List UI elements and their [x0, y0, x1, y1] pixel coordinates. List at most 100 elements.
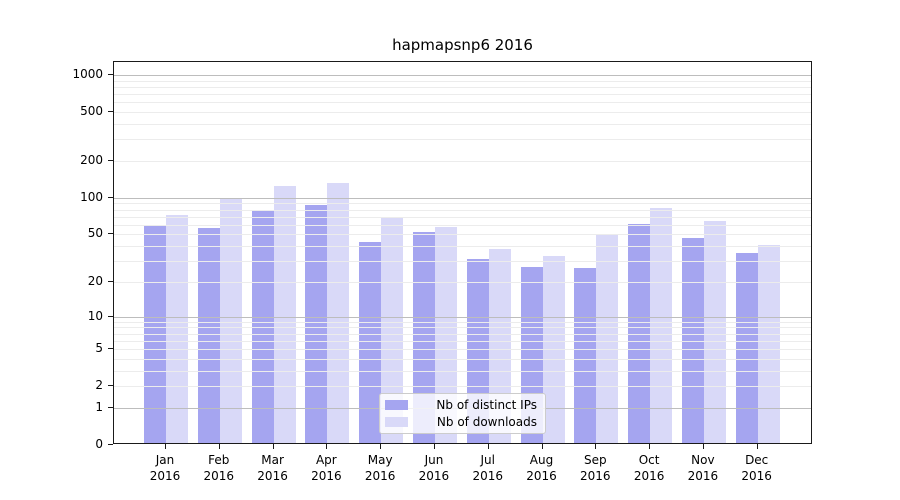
x-axis-year-label: 2016 [472, 469, 503, 483]
legend-label-downloads: Nb of downloads [436, 415, 537, 429]
y-axis-tick-label: 50 [87, 226, 103, 241]
chart-title: hapmapsnp6 2016 [392, 36, 533, 54]
bar-distinct-ips-jan [144, 225, 166, 443]
legend-item-distinct-ips: Nb of distinct IPs [385, 397, 537, 413]
gridline-minor [114, 234, 811, 236]
gridline-major [114, 316, 811, 318]
gridline-minor [114, 246, 811, 248]
x-axis-tick-label: Oct 2016 [617, 452, 681, 484]
legend-swatch-downloads [385, 417, 408, 427]
plot-area [113, 61, 812, 444]
x-axis-tick-mark [165, 444, 166, 449]
y-axis-tick-label: 1 [95, 399, 103, 414]
legend-item-downloads: Nb of downloads [385, 414, 537, 430]
bar-downloads-apr [327, 182, 350, 443]
y-axis-tick-mark [108, 385, 113, 387]
bar-distinct-ips-mar [251, 210, 274, 443]
bar-downloads-nov [703, 220, 726, 443]
gridline-minor [114, 86, 811, 88]
x-axis-tick-label: Aug 2016 [510, 452, 574, 484]
x-axis-year-label: 2016 [311, 469, 342, 483]
x-axis-month-label: Nov [691, 453, 715, 467]
x-axis-tick-label: Feb 2016 [187, 452, 251, 484]
gridline-minor [114, 80, 811, 82]
y-axis-tick-mark [108, 111, 113, 113]
x-axis-tick-label: Nov 2016 [671, 452, 735, 484]
y-axis-tick-mark [108, 73, 113, 75]
y-axis-tick-label: 100 [80, 189, 103, 204]
gridline-minor [114, 224, 811, 226]
x-axis-month-label: Dec [745, 453, 769, 467]
x-axis-month-label: Jun [424, 453, 444, 467]
gridline-minor [114, 327, 811, 329]
x-axis-tick-mark [541, 444, 543, 449]
y-axis-tick-label: 500 [80, 104, 103, 119]
x-axis-month-label: Apr [315, 453, 337, 467]
x-axis-month-label: Jan [155, 453, 175, 467]
bar-downloads-jun [434, 226, 457, 443]
y-axis-tick-label: 5 [95, 341, 103, 356]
gridline-minor [114, 160, 811, 162]
x-axis-month-label: Sep [584, 453, 607, 467]
x-axis-tick-mark [649, 444, 651, 449]
gridline-major [114, 197, 811, 199]
x-axis-tick-mark [702, 444, 704, 449]
x-axis-tick-mark [595, 444, 597, 449]
gridline-minor [114, 112, 811, 114]
x-axis-year-label: 2016 [149, 469, 181, 483]
y-axis-tick-mark [108, 444, 113, 445]
y-axis-tick-mark [108, 159, 113, 161]
y-axis-tick-label: 2 [95, 378, 103, 393]
x-axis-year-label: 2016 [203, 469, 235, 483]
x-axis-month-label: Oct [638, 453, 660, 467]
gridline-minor [114, 333, 811, 335]
x-axis-tick-label: Jan 2016 [133, 452, 197, 484]
y-axis-tick-label: 200 [80, 152, 103, 167]
gridline-major [114, 74, 811, 76]
gridline-minor [114, 261, 811, 263]
x-axis-tick-mark [272, 444, 274, 449]
x-axis-year-label: 2016 [580, 469, 611, 483]
bar-distinct-ips-may [359, 242, 382, 443]
x-axis-tick-label: Apr 2016 [294, 452, 358, 484]
gridline-minor [114, 94, 811, 96]
bar-downloads-jan [166, 215, 188, 443]
y-axis-tick-mark [108, 406, 113, 408]
bar-downloads-sep [596, 234, 619, 443]
bar-distinct-ips-dec [735, 253, 758, 443]
bar-downloads-feb [219, 199, 242, 443]
x-axis-year-label: 2016 [257, 469, 288, 483]
y-axis-tick-mark [108, 233, 113, 235]
bar-downloads-mar [273, 185, 296, 443]
x-axis-year-label: 2016 [633, 469, 665, 483]
y-axis-tick-label: 0 [95, 437, 103, 451]
bar-distinct-ips-sep [574, 268, 597, 443]
gridline-minor [114, 123, 811, 125]
legend-swatch-distinct-ips [385, 400, 408, 410]
y-axis-tick-mark [108, 348, 113, 350]
x-axis-year-label: 2016 [741, 469, 772, 483]
y-axis-tick-mark [108, 315, 113, 317]
x-axis-year-label: 2016 [526, 469, 557, 483]
gridline-minor [114, 386, 811, 388]
y-axis-tick-mark [108, 196, 113, 198]
gridline-minor [114, 349, 811, 351]
x-axis-tick-label: Jul 2016 [456, 452, 520, 484]
y-axis-tick-label: 1000 [72, 66, 103, 81]
x-axis-year-label: 2016 [687, 469, 719, 483]
gridline-minor [114, 139, 811, 141]
gridline-minor [114, 358, 811, 360]
x-axis-month-label: Mar [261, 453, 284, 467]
x-axis-tick-label: Dec 2016 [725, 452, 789, 484]
gridline-minor [114, 281, 811, 283]
x-axis-month-label: Jul [480, 453, 495, 467]
bar-downloads-dec [757, 244, 780, 443]
x-axis-tick-mark [433, 444, 435, 449]
x-axis-tick-mark [756, 444, 758, 449]
bar-distinct-ips-nov [681, 237, 704, 443]
gridline-minor [114, 370, 811, 372]
gridline-minor [114, 209, 811, 211]
x-axis-year-label: 2016 [418, 469, 450, 483]
legend-label-distinct-ips: Nb of distinct IPs [436, 398, 537, 412]
